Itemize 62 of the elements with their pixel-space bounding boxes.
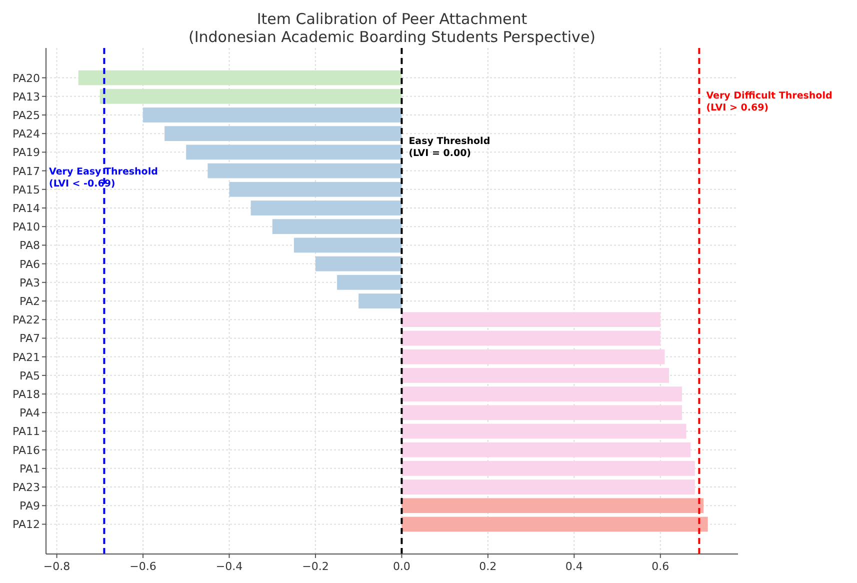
y-tick-label: PA14	[12, 202, 40, 215]
y-tick-label: PA18	[12, 388, 40, 402]
y-tick-label: PA16	[12, 444, 40, 457]
bar	[402, 460, 695, 476]
x-tick-label: −0.8	[43, 560, 70, 573]
y-tick-label: PA20	[12, 72, 40, 85]
y-tick-label: PA6	[20, 258, 40, 271]
bar	[402, 405, 682, 420]
y-tick-label: PA4	[20, 406, 40, 420]
bar	[402, 516, 708, 532]
y-tick-label: PA19	[12, 146, 40, 160]
y-tick-label: PA24	[12, 128, 40, 141]
x-tick-label: −0.4	[216, 560, 243, 573]
y-tick-label: PA15	[12, 183, 40, 196]
bar	[402, 349, 665, 364]
y-tick-label: PA1	[20, 462, 40, 476]
bar	[100, 88, 402, 104]
bar	[402, 368, 670, 383]
bar	[402, 386, 682, 402]
y-tick-label: PA21	[12, 350, 40, 364]
bar	[402, 442, 691, 458]
y-tick-label: PA9	[20, 500, 40, 513]
bar	[78, 70, 402, 86]
y-tick-label: PA17	[12, 164, 40, 178]
bar	[164, 126, 402, 142]
bar	[186, 144, 402, 160]
bar	[402, 480, 695, 494]
y-tick-label: PA5	[20, 369, 40, 382]
y-tick-label: PA22	[12, 314, 40, 327]
bar	[402, 312, 660, 328]
x-tick-label: −0.2	[302, 560, 329, 573]
y-tick-label: PA11	[12, 425, 40, 438]
ref-line-label: Very Easy Threshold (LVI < -0.69)	[49, 166, 158, 190]
y-tick-label: PA23	[12, 481, 40, 494]
bar	[229, 182, 402, 197]
ref-line-label: Very Difficult Threshold (LVI > 0.69)	[706, 90, 832, 114]
bar	[208, 163, 402, 178]
bar	[294, 238, 402, 253]
bar	[337, 274, 402, 290]
bar	[315, 256, 402, 272]
y-tick-label: PA3	[20, 276, 40, 290]
chart-title: Item Calibration of Peer Attachment (Indonesian Academic Boarding Students Perspective)	[188, 10, 596, 46]
y-tick-label: PA8	[20, 239, 40, 252]
bar	[250, 200, 402, 216]
bar	[358, 294, 402, 308]
y-tick-label: PA2	[20, 295, 40, 308]
y-tick-label: PA13	[12, 90, 40, 104]
x-tick-label: −0.6	[130, 560, 156, 573]
y-tick-label: PA12	[12, 518, 40, 532]
bar	[402, 424, 686, 439]
y-tick-label: PA7	[20, 332, 40, 346]
y-tick-label: PA10	[12, 220, 40, 234]
bar	[402, 330, 660, 346]
bar	[272, 219, 402, 234]
x-tick-label: 0.0	[392, 560, 410, 573]
x-tick-label: 0.2	[479, 560, 497, 573]
bar	[143, 108, 402, 122]
x-tick-label: 0.4	[565, 560, 583, 573]
x-tick-label: 0.6	[652, 560, 670, 573]
y-tick-label: PA25	[12, 108, 40, 122]
ref-line-label: Easy Threshold (LVI = 0.00)	[408, 136, 490, 160]
bar	[402, 498, 704, 514]
